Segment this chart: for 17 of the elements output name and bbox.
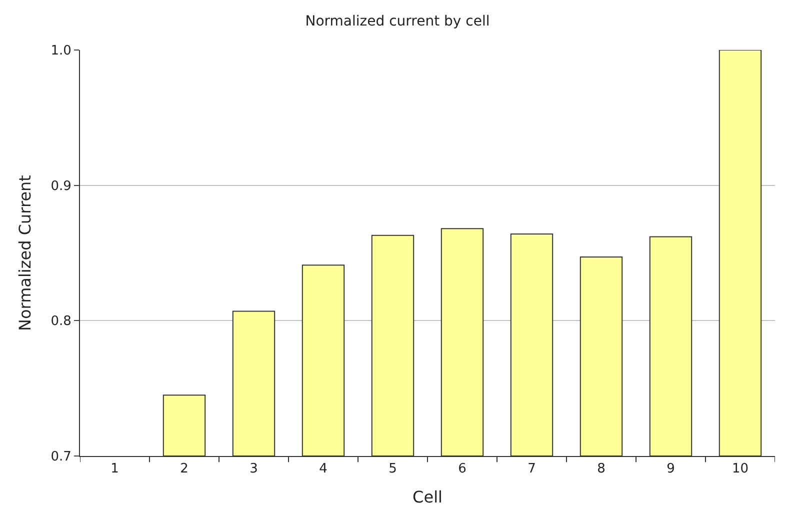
y-tick-label: 0.9	[50, 178, 72, 194]
x-tick-label: 9	[666, 462, 675, 477]
x-tick-label: 6	[458, 462, 466, 477]
x-tick-label: 2	[180, 462, 188, 477]
x-tick-label: 8	[597, 462, 606, 477]
x-axis-title: Cell	[412, 487, 442, 506]
x-tick-label: 5	[388, 462, 397, 477]
y-tick-label: 0.8	[50, 314, 72, 330]
x-tick-label: 4	[319, 462, 328, 477]
y-tick-label: 1.0	[50, 44, 72, 59]
x-tick-label: 7	[528, 462, 536, 477]
x-tick-label: 3	[250, 462, 258, 477]
chart-title: Normalized current by cell	[305, 14, 490, 30]
y-axis-title: Normalized Current	[16, 175, 35, 331]
x-tick-label: 10	[732, 462, 749, 477]
y-tick-label: 0.7	[50, 450, 72, 465]
x-tick-label: 1	[110, 462, 119, 477]
